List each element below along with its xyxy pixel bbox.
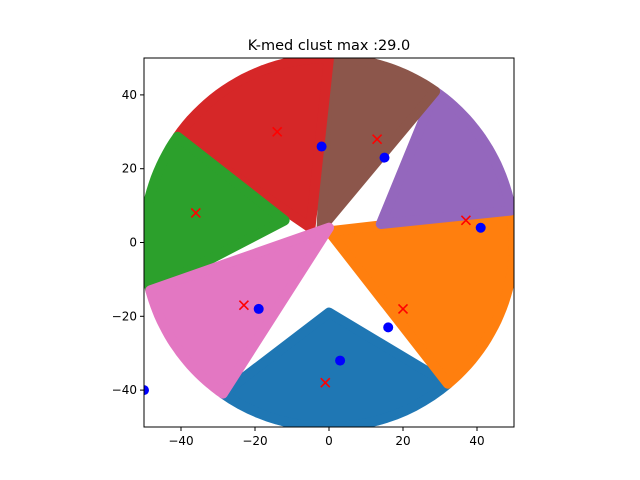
cluster-sector-1 xyxy=(324,205,514,389)
centroid-markers xyxy=(190,126,471,388)
centroid-marker-5 xyxy=(397,303,409,314)
centroid-marker-4 xyxy=(238,300,249,311)
y-tick-label-4: 40 xyxy=(122,88,137,102)
medoid-point-1 xyxy=(379,152,390,163)
plot-area xyxy=(144,58,514,427)
x-tick-label-3: 20 xyxy=(395,434,410,448)
y-axis: −40 −20 0 20 40 xyxy=(112,88,144,397)
y-tick-label-3: 20 xyxy=(122,162,137,176)
medoid-point-6 xyxy=(144,385,149,396)
x-tick-label-1: −20 xyxy=(242,434,267,448)
centroid-marker-0 xyxy=(272,126,283,137)
cluster-sector-3 xyxy=(316,58,441,233)
y-tick-label-0: −40 xyxy=(112,383,137,397)
x-axis: −40 −20 0 20 40 xyxy=(168,427,485,448)
medoid-point-2 xyxy=(475,222,486,233)
centroid-marker-2 xyxy=(190,207,201,219)
medoid-point-4 xyxy=(383,322,394,333)
y-tick-label-2: 0 xyxy=(129,236,137,250)
medoid-point-0 xyxy=(316,141,327,152)
centroid-marker-1 xyxy=(372,134,383,145)
x-tick-label-0: −40 xyxy=(168,434,193,448)
x-tick-label-4: 40 xyxy=(469,434,484,448)
medoid-markers xyxy=(144,141,486,396)
chart-title: K-med clust max :29.0 xyxy=(248,38,411,54)
centroid-marker-6 xyxy=(320,377,331,388)
cluster-sectors xyxy=(144,58,514,427)
cluster-sector-5 xyxy=(144,131,290,296)
centroid-marker-3 xyxy=(460,215,471,226)
cluster-sector-6 xyxy=(145,222,334,399)
medoid-point-3 xyxy=(253,303,264,314)
x-tick-label-2: 0 xyxy=(325,434,333,448)
cluster-sector-4 xyxy=(172,58,334,233)
cluster-sector-2 xyxy=(375,86,514,229)
medoid-point-5 xyxy=(335,355,346,366)
y-tick-label-1: −20 xyxy=(112,309,137,323)
